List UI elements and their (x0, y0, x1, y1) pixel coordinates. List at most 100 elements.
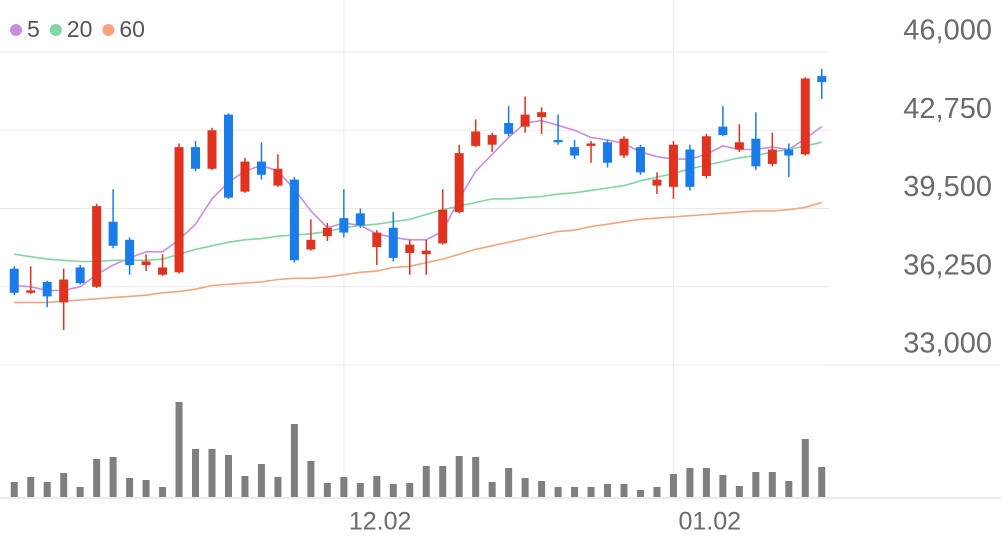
candle-body (553, 139, 563, 143)
y-tick-label: 33,000 (903, 328, 992, 360)
candle-body (586, 143, 596, 146)
volume-bar (604, 484, 612, 497)
candle-body (59, 279, 69, 303)
volume-bar (142, 480, 150, 497)
volume-bar (818, 467, 826, 497)
volume-bar (801, 439, 809, 497)
volume-bar (636, 490, 644, 497)
candle-body (800, 78, 810, 155)
candle-body (471, 131, 481, 146)
volume-bar (76, 487, 84, 497)
candle-body (191, 147, 201, 169)
candle-body (619, 138, 629, 156)
legend-label: 60 (119, 16, 145, 42)
volume-bar (752, 472, 760, 497)
volume-bar (785, 481, 793, 497)
candle-body (141, 261, 151, 266)
volume-bar (389, 484, 397, 497)
candle-body (454, 153, 464, 213)
candle-body (603, 142, 613, 163)
volume-bar (620, 484, 628, 497)
volume-bar (43, 482, 51, 497)
candle-body (174, 147, 184, 273)
candle-body (223, 114, 233, 198)
volume-bar (521, 478, 529, 497)
candle-body (718, 126, 728, 136)
candle-body (306, 239, 316, 250)
candle-body (388, 227, 398, 258)
volume-bar (373, 476, 381, 497)
candle-body (339, 218, 349, 233)
candle-body (405, 244, 415, 254)
candle-body (322, 227, 332, 237)
volume-bar (27, 477, 35, 497)
candle-body (273, 168, 283, 186)
candle-body (240, 161, 250, 192)
volume-bar (488, 482, 496, 497)
legend-label: 5 (27, 16, 40, 42)
volume-bar (571, 487, 579, 497)
x-tick-label: 01.02 (678, 508, 741, 536)
volume-bar (768, 472, 776, 497)
volume-bar (472, 457, 480, 497)
candle-body (817, 76, 827, 83)
volume-bar (340, 477, 348, 497)
legend-marker (102, 24, 115, 36)
candle-body (256, 161, 266, 175)
volume-bar (274, 477, 282, 497)
candle-body (207, 130, 217, 169)
volume-bar (175, 402, 183, 497)
candle-body (125, 239, 135, 266)
volume-bar (702, 468, 710, 497)
volume-bar (406, 483, 414, 497)
candle-body (355, 213, 365, 226)
candle-body (537, 112, 547, 118)
volume-bar (422, 466, 430, 497)
candle-body (784, 149, 794, 156)
candle-body (42, 281, 52, 297)
volume-bar (109, 457, 117, 497)
volume-bar (686, 468, 694, 497)
candle-body (668, 144, 678, 187)
volume-bar (60, 473, 68, 497)
candle-body (767, 149, 777, 164)
volume-bar (159, 487, 167, 497)
volume-bar (10, 482, 18, 497)
volume-bar (192, 449, 200, 497)
volume-bar (735, 486, 743, 497)
candle-body (734, 142, 744, 150)
volume-bar (554, 487, 562, 497)
volume-bar (208, 449, 216, 497)
volume-bar (587, 487, 595, 497)
candle-body (487, 135, 497, 145)
candle-body (438, 209, 448, 244)
candle-body (504, 123, 514, 134)
candle-body (108, 221, 118, 246)
y-tick-label: 46,000 (903, 15, 992, 47)
candle-body (685, 149, 695, 187)
candle-body (75, 267, 85, 284)
candle-body (570, 147, 580, 156)
volume-bar (455, 456, 463, 497)
candle-body (751, 138, 761, 167)
volume-bar (439, 466, 447, 497)
y-tick-label: 39,500 (903, 171, 992, 203)
candle-body (372, 232, 382, 248)
volume-bar (224, 455, 232, 497)
candle-body (520, 114, 530, 127)
x-tick-label: 12.02 (349, 508, 412, 536)
volume-bar (356, 483, 364, 497)
volume-bar (241, 476, 249, 497)
candle-body (701, 136, 711, 176)
candle-body (635, 147, 645, 173)
volume-bar (323, 483, 331, 497)
candle-body (9, 268, 19, 293)
volume-bar (290, 424, 298, 497)
volume-bar (257, 464, 265, 497)
volume-bar (307, 461, 315, 497)
volume-bar (669, 474, 677, 497)
volume-bar (505, 468, 513, 497)
candle-body (652, 179, 662, 186)
